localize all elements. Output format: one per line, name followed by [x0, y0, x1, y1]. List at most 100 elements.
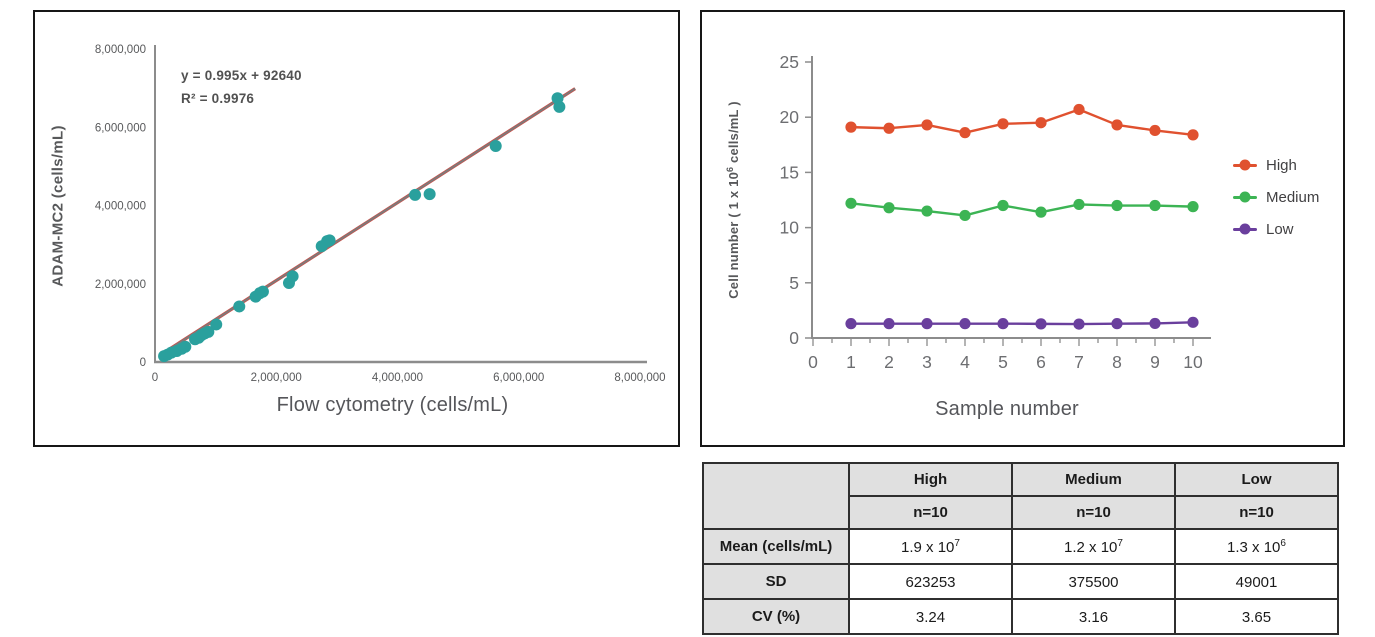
- data-point-high: [997, 118, 1009, 130]
- svg-text:1: 1: [846, 352, 856, 372]
- svg-text:25: 25: [780, 52, 799, 72]
- data-point-low: [1111, 318, 1123, 330]
- table-cell-mean-medium: 1.2 x 107: [1011, 528, 1176, 565]
- table-row-label: CV (%): [702, 598, 850, 635]
- data-point-high: [1073, 103, 1085, 116]
- r-squared-value: R² = 0.9976: [181, 91, 255, 106]
- series-medium: [845, 197, 1199, 222]
- legend-label-medium: Medium: [1266, 188, 1320, 206]
- low-series-marker-icon: [1233, 223, 1257, 235]
- table-row-mean: Mean (cells/mL) 1.9 x 107 1.2 x 107 1.3 …: [702, 528, 1339, 565]
- data-point-medium: [959, 209, 971, 222]
- scatter-point: [179, 340, 192, 353]
- scatter-chart-panel: 0 2,000,000 4,000,000 6,000,000 8,000,000 0 2,…: [33, 10, 680, 447]
- svg-text:4,000,000: 4,000,000: [95, 201, 146, 213]
- medium-series-marker-icon: [1233, 191, 1257, 203]
- table-cell-sd-medium: 375500: [1011, 563, 1176, 600]
- data-point-low: [921, 318, 933, 330]
- data-point-high: [1149, 124, 1161, 137]
- table-subheader-n: n=10: [1011, 495, 1176, 530]
- legend-label-low: Low: [1266, 220, 1294, 238]
- scatter-point: [256, 285, 269, 298]
- data-point-medium: [921, 205, 933, 217]
- svg-text:8,000,000: 8,000,000: [614, 372, 665, 384]
- table-row-label: SD: [702, 563, 850, 600]
- scatter-point: [202, 325, 215, 338]
- svg-text:5: 5: [998, 352, 1008, 372]
- table-header-low: Low: [1174, 462, 1339, 497]
- svg-text:20: 20: [780, 107, 800, 127]
- data-point-high: [921, 119, 933, 131]
- scatter-points: [158, 92, 566, 363]
- svg-text:7: 7: [1074, 352, 1084, 372]
- high-series-marker-icon: [1233, 159, 1257, 171]
- series-low: [845, 316, 1199, 330]
- line-y-axis-title-text: Cell number ( 1 x 10: [726, 171, 742, 299]
- scatter-point: [489, 140, 502, 153]
- scatter-point: [286, 270, 299, 283]
- stats-table-container: High Medium Low n=10 n=10 n=10 Mean (cel…: [702, 462, 1339, 635]
- regression-annotation: y = 0.995x + 92640 R² = 0.9976: [181, 64, 302, 110]
- table-subheader-n: n=10: [848, 495, 1013, 530]
- table-corner-cell: [702, 462, 850, 530]
- legend: High Medium Low: [1233, 155, 1319, 251]
- data-point-low: [959, 318, 971, 330]
- data-point-low: [1035, 318, 1047, 330]
- svg-text:9: 9: [1150, 352, 1160, 372]
- table-cell-mean-high: 1.9 x 107: [848, 528, 1013, 565]
- line-tick-marks: [805, 61, 1194, 346]
- data-point-high: [1187, 129, 1199, 141]
- svg-text:0: 0: [789, 328, 799, 348]
- data-point-medium: [1111, 199, 1123, 212]
- svg-text:8,000,000: 8,000,000: [95, 44, 146, 56]
- data-point-low: [845, 318, 857, 330]
- svg-text:6: 6: [1036, 352, 1046, 372]
- svg-text:6,000,000: 6,000,000: [493, 372, 544, 384]
- data-point-high: [959, 127, 971, 139]
- data-point-high: [845, 121, 857, 133]
- data-point-low: [883, 318, 895, 330]
- line-y-axis-title-unit: cells/mL ): [726, 101, 742, 167]
- svg-text:0: 0: [808, 352, 818, 372]
- legend-item-low: Low: [1233, 219, 1319, 239]
- scatter-point: [233, 300, 246, 313]
- regression-equation: y = 0.995x + 92640: [181, 68, 302, 83]
- data-point-low: [997, 318, 1009, 330]
- data-point-low: [1149, 317, 1161, 330]
- svg-text:10: 10: [780, 218, 800, 238]
- svg-text:8: 8: [1112, 352, 1122, 372]
- scatter-point: [210, 318, 223, 331]
- table-header-medium: Medium: [1011, 462, 1176, 497]
- data-point-low: [1187, 316, 1199, 328]
- table-row-cv: CV (%) 3.24 3.16 3.65: [702, 598, 1339, 635]
- line-y-axis-title: Cell number ( 1 x 106 cells/mL ): [725, 101, 741, 299]
- scatter-point: [423, 188, 436, 201]
- table-cell-sd-low: 49001: [1174, 563, 1339, 600]
- scatter-y-axis-title: ADAM-MC2 (cells/mL): [49, 125, 67, 287]
- table-subheader-n: n=10: [1174, 495, 1339, 530]
- scatter-point: [409, 188, 422, 201]
- stats-table: High Medium Low n=10 n=10 n=10 Mean (cel…: [702, 462, 1339, 635]
- scatter-tick-labels: 0 2,000,000 4,000,000 6,000,000 8,000,000 0 2,…: [95, 44, 666, 384]
- scatter-chart: 0 2,000,000 4,000,000 6,000,000 8,000,000 0 2,…: [95, 44, 666, 384]
- svg-text:2: 2: [884, 352, 894, 372]
- line-x-axis-title: Sample number: [935, 398, 1079, 420]
- legend-item-medium: Medium: [1233, 187, 1319, 207]
- table-cell-cv-high: 3.24: [848, 598, 1013, 635]
- svg-text:0: 0: [140, 357, 146, 369]
- scatter-x-axis-title: Flow cytometry (cells/mL): [276, 394, 509, 416]
- svg-text:15: 15: [780, 162, 799, 182]
- data-point-high: [1111, 119, 1123, 131]
- svg-text:2,000,000: 2,000,000: [251, 372, 302, 384]
- svg-text:5: 5: [789, 273, 799, 293]
- legend-label-high: High: [1266, 156, 1297, 174]
- data-point-medium: [1073, 198, 1085, 211]
- svg-text:10: 10: [1183, 352, 1203, 372]
- data-point-medium: [997, 199, 1009, 212]
- scatter-point: [553, 100, 566, 113]
- svg-text:4,000,000: 4,000,000: [372, 372, 423, 384]
- series-high: [845, 103, 1199, 141]
- table-cell-sd-high: 623253: [848, 563, 1013, 600]
- scatter-axes: [154, 45, 647, 364]
